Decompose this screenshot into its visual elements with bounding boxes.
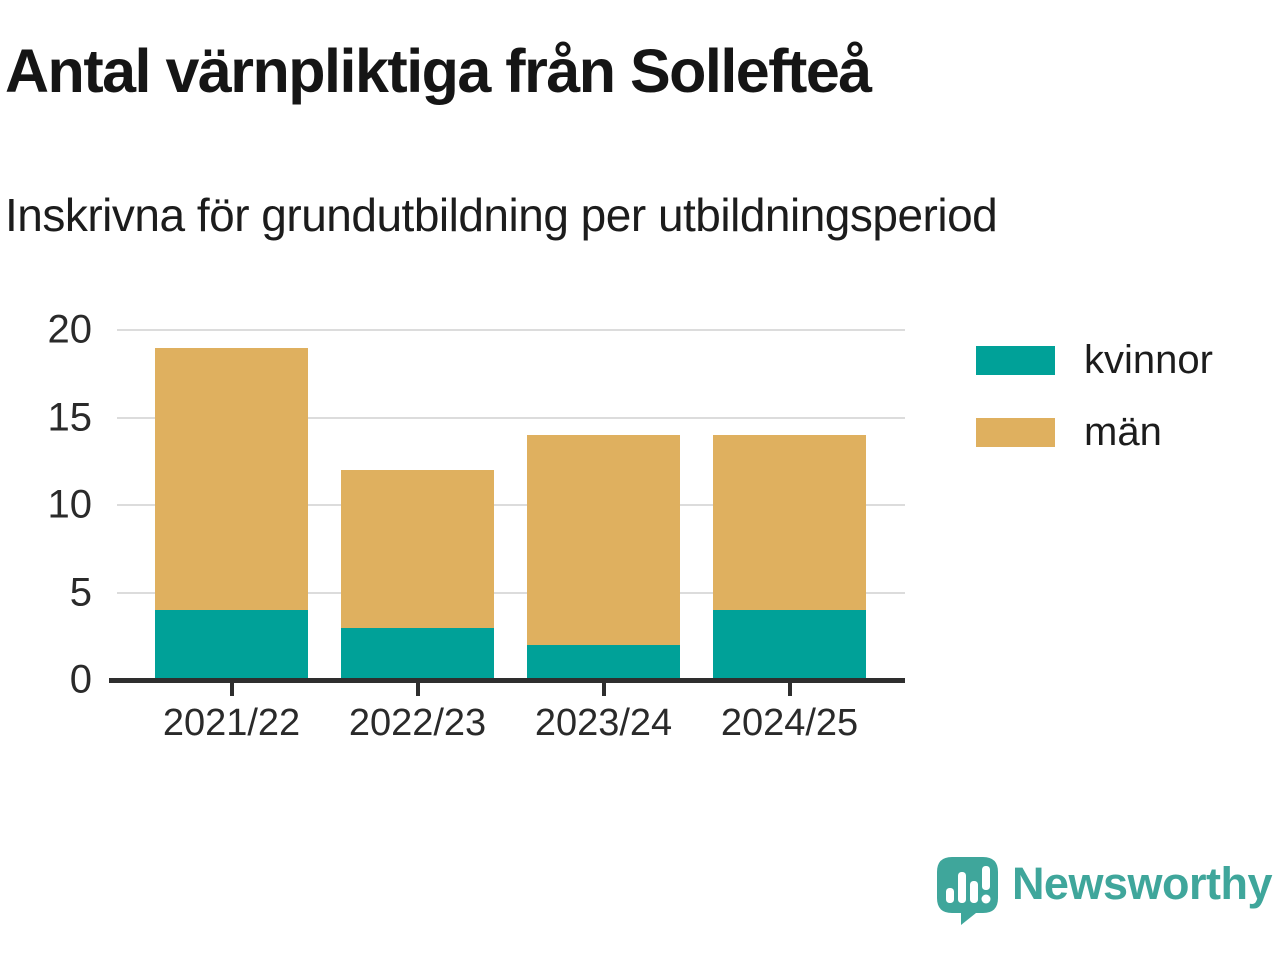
chart-subtitle: Inskrivna för grundutbildning per utbild…: [5, 189, 998, 241]
legend-item-män: män: [976, 410, 1213, 455]
legend-swatch-kvinnor: [976, 346, 1055, 375]
newsworthy-logo-icon: [936, 857, 998, 925]
legend: kvinnor män: [976, 338, 1213, 482]
bar-2023-24-kvinnor: [527, 645, 680, 680]
y-axis-label-10: 10: [47, 482, 93, 527]
branding: Newsworthy: [936, 856, 1273, 926]
y-axis-label-20: 20: [47, 307, 93, 352]
x-axis-label-2021-22: 2021/22: [162, 702, 301, 744]
bar-2022-23-kvinnor: [341, 627, 494, 680]
x-axis-label-2024-25: 2024/25: [720, 702, 859, 744]
gridline-y15: [117, 416, 905, 419]
legend-swatch-män: [976, 418, 1055, 447]
bar-2024-25-män: [713, 435, 866, 610]
y-axis-label-5: 5: [69, 570, 92, 614]
bar-2021-22-män: [155, 347, 308, 610]
x-axis-label-2022-23: 2022/23: [348, 702, 487, 744]
bar-2021-22-kvinnor: [155, 610, 308, 680]
x-axis-line: [109, 678, 905, 683]
branding-name: Newsworthy: [1011, 858, 1273, 909]
y-axis-label-0: 0: [69, 657, 92, 702]
bar-2024-25-kvinnor: [713, 610, 866, 680]
bar-2022-23-män: [341, 470, 494, 628]
legend-label-män: män: [1084, 410, 1162, 454]
x-tick-2024-25: [787, 683, 792, 696]
legend-item-kvinnor: kvinnor: [976, 338, 1213, 383]
x-axis-label-2023-24: 2023/24: [534, 702, 673, 744]
legend-label-kvinnor: kvinnor: [1084, 338, 1213, 382]
chart-title: Antal värnpliktiga från Sollefteå: [5, 37, 872, 105]
bar-2023-24-män: [527, 435, 680, 645]
gridline-y5: [117, 591, 905, 594]
gridline-y10: [117, 504, 905, 506]
gridline-y20: [117, 329, 905, 331]
x-tick-2021-22: [229, 683, 234, 696]
x-tick-2023-24: [601, 683, 606, 696]
y-axis-label-15: 15: [47, 395, 93, 439]
x-tick-2022-23: [415, 683, 420, 696]
